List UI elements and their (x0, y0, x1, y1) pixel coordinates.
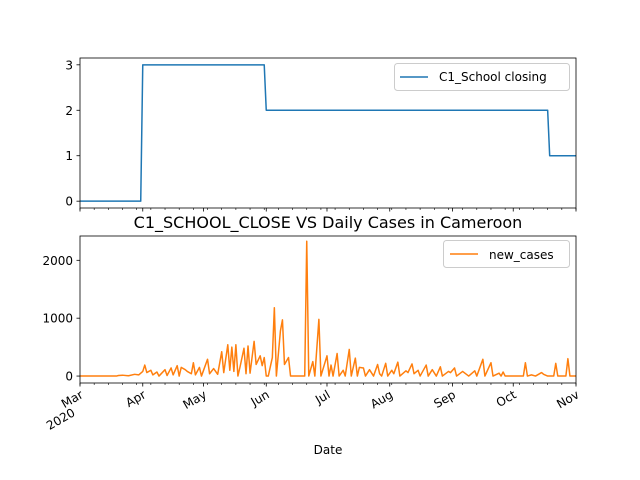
top-y-tick-label: 0 (65, 195, 73, 209)
bottom-legend-box (443, 240, 570, 268)
top-plot-lines (80, 64, 576, 202)
bottom-y-tick-label: 2000 (42, 254, 73, 268)
bottom-y-tick-label: 0 (65, 370, 73, 384)
top-y-tick-label: 1 (65, 149, 73, 163)
bottom-plot-lines (80, 240, 576, 377)
bottom-legend-label: new_cases (489, 248, 554, 262)
top-y-tick-label: 3 (65, 58, 73, 72)
top-y-tick-label: 2 (65, 104, 73, 118)
top-axes-frame (79, 57, 577, 209)
top-series-line (80, 64, 576, 202)
x-tick-label: Jul (312, 387, 332, 407)
top-legend-label: C1_School closing (439, 70, 547, 84)
bottom-y-tick-label: 1000 (42, 312, 73, 326)
chart-title: C1_SCHOOL_CLOSE VS Daily Cases in Camero… (134, 213, 523, 233)
top-y-axis: 0 1 2 3 (65, 58, 80, 209)
bottom-legend: new_cases (443, 240, 570, 268)
top-legend-box (394, 63, 570, 91)
bottom-series-line (80, 240, 576, 377)
school-closing-subplot: 0 1 2 3 C1_School closing (65, 57, 577, 212)
bottom-axes-frame (79, 235, 577, 384)
x-axis-label: Date (314, 443, 343, 457)
bottom-y-axis: 0 1000 2000 (42, 254, 80, 384)
top-x-axis-ticks (79, 208, 577, 212)
top-legend: C1_School closing (394, 63, 570, 91)
